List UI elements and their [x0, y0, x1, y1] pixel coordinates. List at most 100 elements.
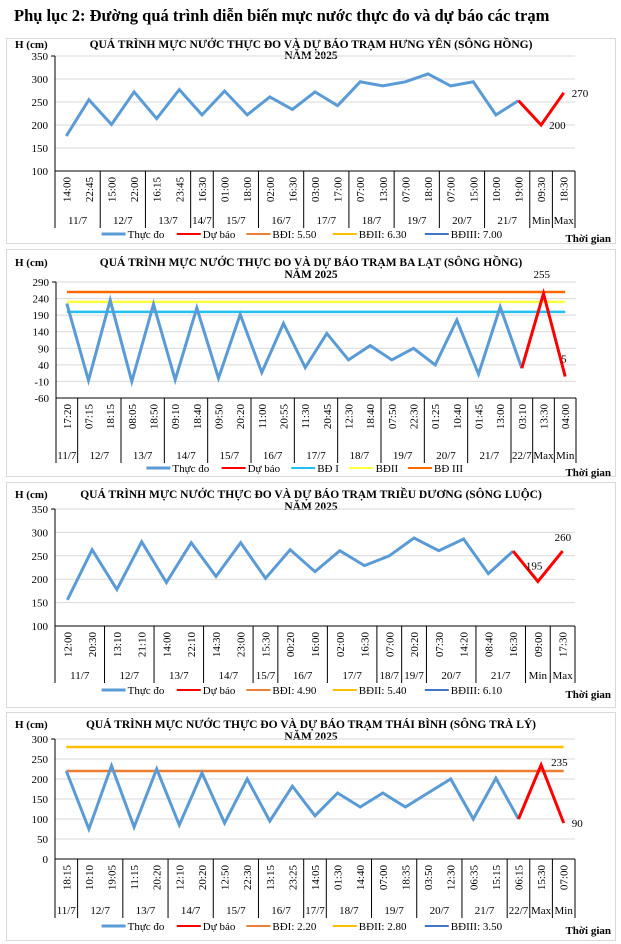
x-time-label: 16:30	[197, 177, 209, 203]
y-tick-label: 190	[33, 310, 50, 322]
x-date-label: 18/7	[350, 450, 370, 462]
chart-thai-binh: QUÁ TRÌNH MỰC NƯỚC THỰC ĐO VÀ DỰ BÁO TRẠ…	[6, 712, 616, 941]
y-tick-label: 250	[32, 97, 49, 109]
x-time-label: 12:10	[174, 865, 186, 891]
x-date-label: 12/7	[113, 215, 133, 227]
legend-label: BĐII: 2.80	[359, 921, 407, 933]
chart-title: QUÁ TRÌNH MỰC NƯỚC THỰC ĐO VÀ DỰ BÁO TRẠ…	[100, 254, 523, 269]
chart-ba-lat: QUÁ TRÌNH MỰC NƯỚC THỰC ĐO VÀ DỰ BÁO TRẠ…	[6, 249, 616, 479]
y-tick-label: 140	[33, 327, 50, 339]
x-time-label: 06:15	[513, 865, 525, 891]
x-time-label: 08:05	[127, 404, 139, 430]
x-time-label: 07:00	[355, 177, 367, 203]
x-time-label: 23:25	[287, 865, 299, 891]
y-tick-label: 350	[32, 51, 49, 63]
x-time-label: 06:35	[468, 865, 480, 891]
x-date-label: Min	[532, 215, 551, 227]
x-date-label: 19/7	[384, 905, 404, 917]
y-tick-label: 200	[32, 120, 49, 132]
x-time-label: 18:00	[242, 177, 254, 203]
x-time-label: 01:45	[474, 404, 486, 430]
chart-trieu-duong: QUÁ TRÌNH MỰC NƯỚC THỰC ĐO VÀ DỰ BÁO TRẠ…	[6, 482, 616, 708]
x-time-label: 13:15	[265, 865, 277, 891]
x-time-label: 07:50	[387, 404, 399, 430]
x-date-label: 15/7	[256, 670, 276, 682]
legend-label: BĐI: 5.50	[272, 229, 317, 241]
x-date-label: 13/7	[169, 670, 189, 682]
series-forecast-line	[520, 287, 567, 377]
y-tick-label: 40	[38, 360, 50, 372]
x-time-label: 09:30	[536, 177, 548, 203]
series-forecast-line	[517, 760, 566, 824]
x-time-label: 12:00	[62, 632, 74, 658]
x-date-label: Min	[555, 905, 574, 917]
x-time-label: 20:45	[322, 404, 334, 430]
x-date-label: 12/7	[90, 450, 110, 462]
x-time-label: 18:40	[365, 404, 377, 430]
x-time-label: 09:10	[170, 404, 182, 430]
x-axis-label: Thời gian	[565, 467, 611, 479]
x-time-label: 16:15	[152, 177, 164, 203]
x-time-label: 18:50	[149, 404, 161, 430]
legend-label: Thực đo	[128, 685, 165, 697]
x-date-label: 16/7	[271, 215, 291, 227]
x-time-label: 14:00	[61, 177, 73, 203]
data-label: 270	[572, 88, 589, 100]
x-date-label: 16/7	[263, 450, 283, 462]
x-time-label: 18:15	[61, 865, 73, 891]
x-time-label: 13:00	[378, 177, 390, 203]
chart-subtitle: NĂM 2025	[284, 499, 338, 513]
x-time-label: 03:00	[310, 177, 322, 203]
y-axis-label: H (cm)	[15, 257, 48, 269]
x-axis-label: Thời gian	[565, 925, 611, 937]
y-tick-label: 250	[32, 754, 49, 766]
x-time-label: 22:30	[242, 865, 254, 891]
y-tick-label: 200	[32, 574, 49, 586]
x-time-label: 17:20	[62, 404, 74, 430]
x-time-label: 13:30	[539, 404, 551, 430]
x-date-label: Max	[554, 215, 575, 227]
x-date-label: 11/7	[68, 215, 88, 227]
legend-label: BĐI: 4.90	[272, 685, 317, 697]
x-date-label: 19/7	[407, 215, 427, 227]
data-label: 200	[549, 120, 566, 132]
x-time-label: 03:10	[517, 404, 529, 430]
x-axis-label: Thời gian	[565, 233, 611, 245]
y-axis-label: H (cm)	[15, 39, 48, 51]
x-time-label: 10:00	[491, 177, 503, 203]
x-time-label: 14:40	[355, 865, 367, 891]
legend-label: BĐIII: 3.50	[451, 921, 503, 933]
x-date-label: 19/7	[404, 670, 424, 682]
x-time-label: 20:20	[152, 865, 164, 891]
x-date-label: 20/7	[430, 905, 450, 917]
series-observed-line	[64, 761, 520, 834]
x-date-label: 21/7	[480, 450, 500, 462]
x-time-label: 18:15	[105, 404, 117, 430]
x-time-label: 20:55	[279, 404, 291, 430]
x-time-label: 22:00	[129, 177, 141, 203]
x-time-label: 19:05	[107, 865, 119, 891]
x-time-label: 15:15	[491, 865, 503, 891]
x-time-label: 07:15	[84, 404, 96, 430]
x-time-label: 20:30	[87, 632, 99, 658]
x-time-label: 07:30	[434, 632, 446, 658]
x-date-label: 16/7	[293, 670, 313, 682]
x-time-label: 10:40	[452, 404, 464, 430]
x-date-label: 20/7	[436, 450, 456, 462]
x-time-label: 09:50	[214, 404, 226, 430]
legend-label: BĐIII: 6.10	[451, 685, 503, 697]
x-time-label: 23:00	[236, 632, 248, 658]
x-time-label: 09:00	[533, 632, 545, 658]
x-date-label: 19/7	[393, 450, 413, 462]
x-time-label: 10:10	[84, 865, 96, 891]
y-tick-label: 350	[32, 504, 49, 516]
x-time-label: 13:10	[112, 632, 124, 658]
chart-title: QUÁ TRÌNH MỰC NƯỚC THỰC ĐO VÀ DỰ BÁO TRẠ…	[90, 36, 533, 51]
x-time-label: 15:00	[107, 177, 119, 203]
x-time-label: 15:00	[468, 177, 480, 203]
x-time-label: 01:25	[430, 404, 442, 430]
x-time-label: 07:00	[384, 632, 396, 658]
x-time-label: 20:20	[197, 865, 209, 891]
x-time-label: 03:50	[423, 865, 435, 891]
x-date-label: 13/7	[136, 905, 156, 917]
